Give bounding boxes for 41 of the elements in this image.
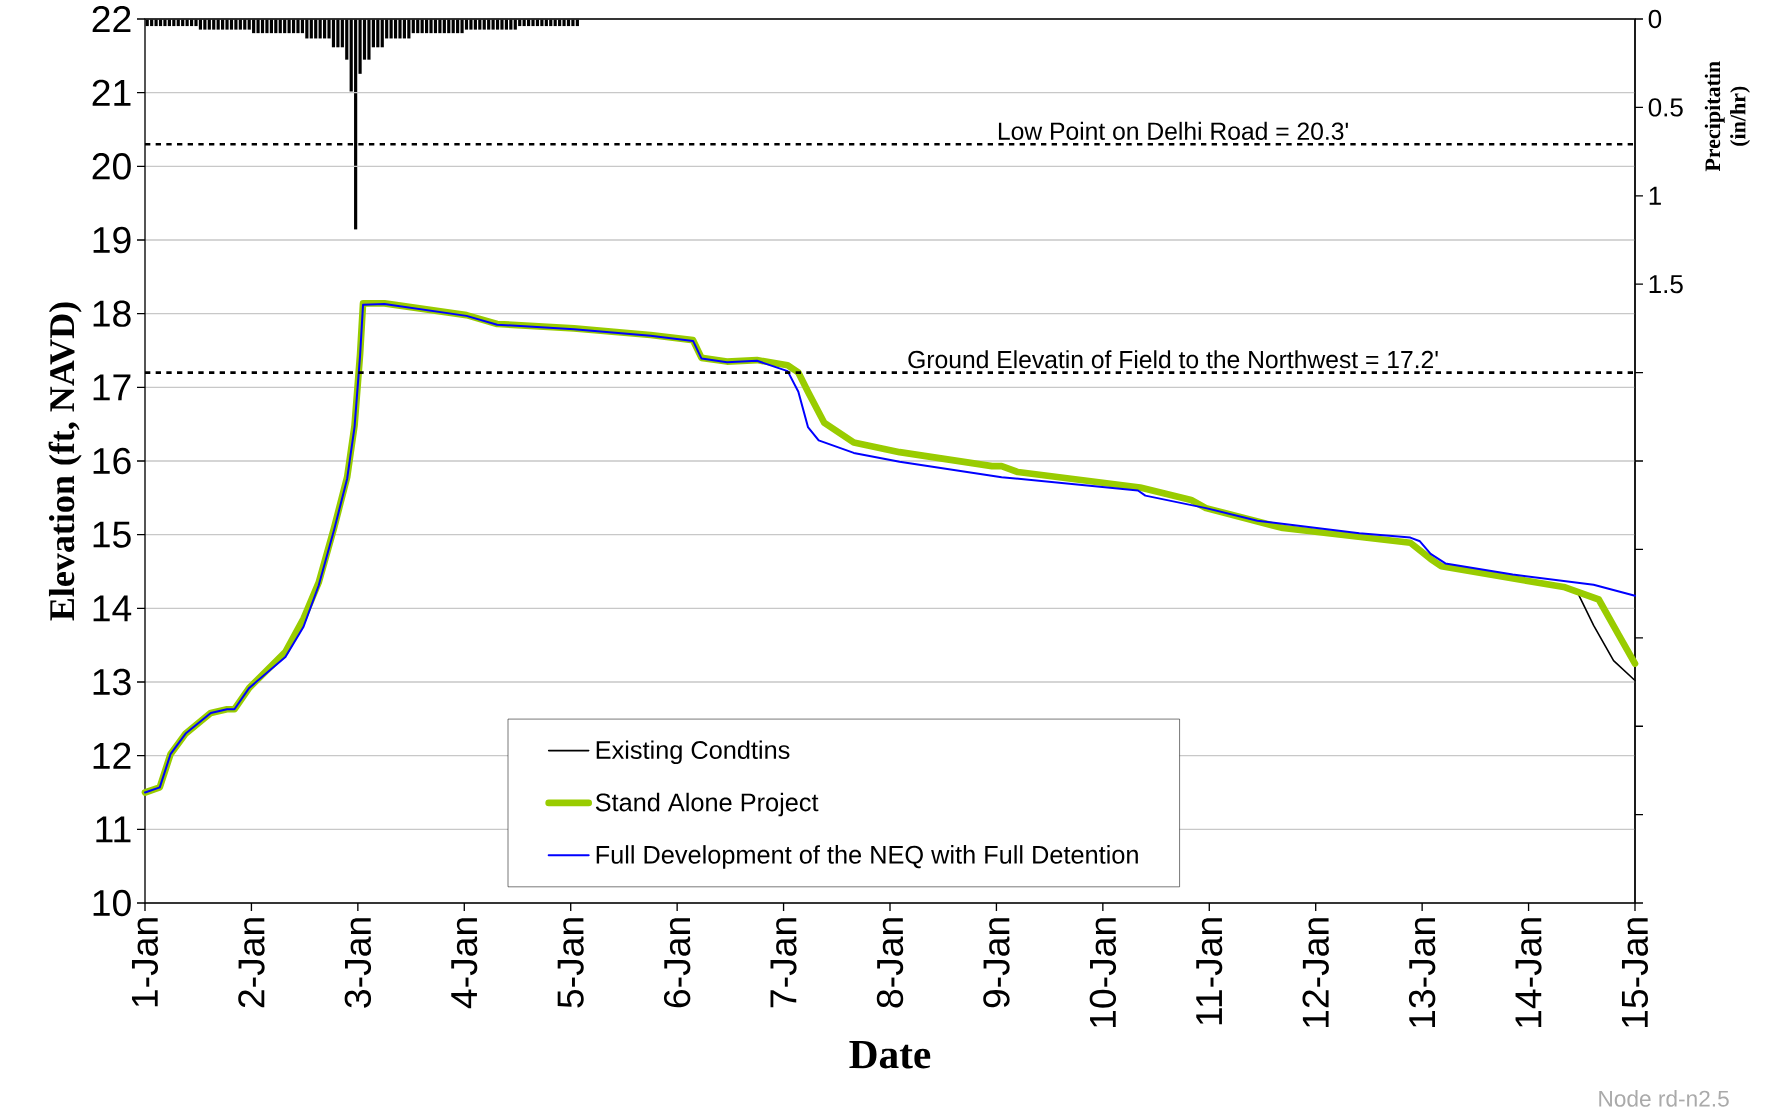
ref-line-label: Low Point on Delhi Road = 20.3' [998, 121, 1348, 140]
x-tick-label: 2-Jan [238, 918, 265, 1008]
y2-tick-label: 0 [1648, 9, 1662, 29]
y-tick-label: 10 [93, 889, 131, 917]
y-tick-label: 13 [93, 668, 131, 696]
x-tick-label: 3-Jan [344, 918, 372, 1008]
y-tick-label: 17 [93, 374, 131, 401]
y-tick-label: 19 [93, 226, 131, 254]
x-tick-label: 6-Jan [663, 918, 691, 1008]
text: Node rd-n2.5 [1599, 1090, 1729, 1107]
x-tick-label: 9-Jan [983, 918, 1010, 1008]
x-tick-label: 1-Jan [131, 918, 159, 1007]
y2-tick-label: 1 [1649, 186, 1661, 205]
legend-label: Existing Condtins [596, 740, 790, 765]
x-tick-label: 14-Jan [1515, 918, 1542, 1028]
y-tick-label: 11 [96, 816, 131, 843]
x-tick-label: 12-Jan [1302, 918, 1329, 1028]
x-tick-label: 7-Jan [770, 918, 797, 1008]
y-tick-label: 18 [93, 300, 131, 327]
y-tick-label: 21 [92, 79, 131, 106]
y-axis-title: Elevation (ft, NAVD) [48, 302, 82, 621]
y-tick-label: 20 [92, 153, 131, 180]
legend-label: Stand Alone Project [595, 792, 819, 817]
y-tick-label: 12 [93, 742, 131, 769]
y-tick-label: 15 [93, 521, 131, 548]
x-tick-label: 15-Jan [1621, 918, 1649, 1028]
x-tick-label: 4-Jan [451, 918, 478, 1009]
x-tick-label: 11-Jan [1196, 918, 1223, 1025]
x-tick-label: 5-Jan [557, 918, 584, 1008]
x-tick-label: 10-Jan [1089, 918, 1117, 1028]
y2-tick-label: 0.5 [1648, 98, 1683, 117]
x-tick-label: 13-Jan [1408, 918, 1436, 1028]
y2-axis-title: Precipitatin (in/hr) [1704, 61, 1751, 172]
ref-line-label: Ground Elevatin of Field to the Northwest = 17.2' [908, 350, 1438, 369]
x-tick-label: 8-Jan [876, 918, 904, 1008]
y-tick-label: 22 [92, 5, 131, 33]
legend-label: Full Development of the NEQ with Full Detention [596, 845, 1138, 869]
x-axis-title: Date [849, 1041, 931, 1069]
y2-tick-label: 1.5 [1649, 275, 1683, 294]
y-tick-label: 14 [93, 595, 132, 622]
y-tick-label: 16 [93, 447, 131, 475]
